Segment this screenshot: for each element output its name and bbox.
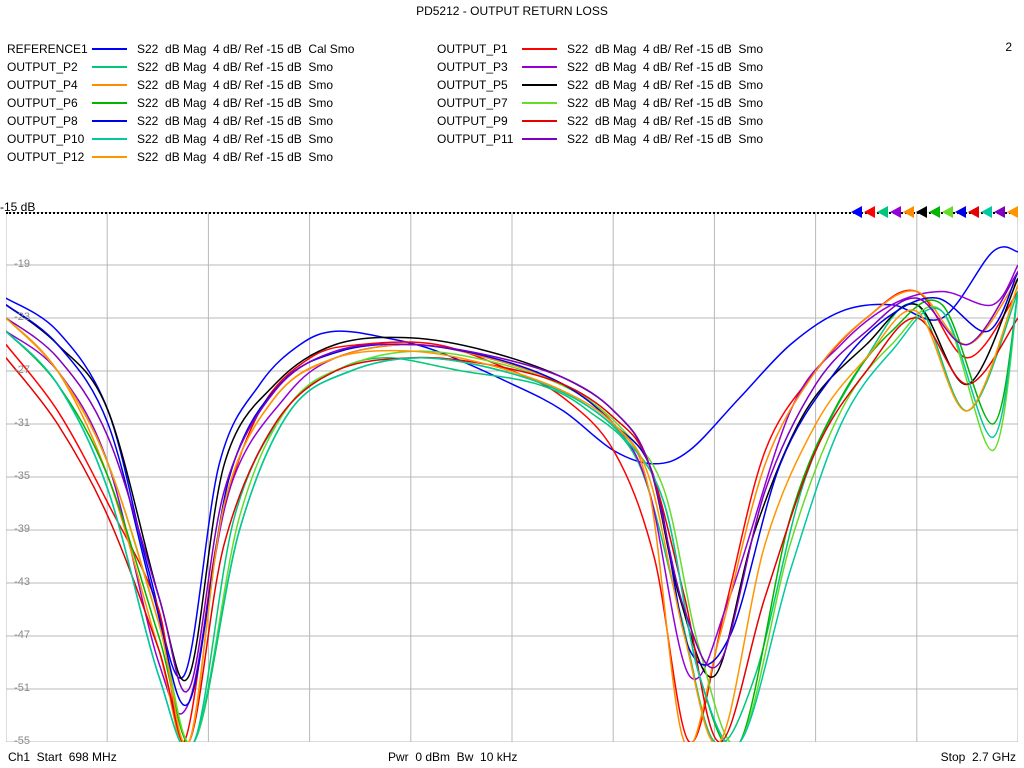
footer-start-freq: Ch1 Start 698 MHz — [8, 750, 388, 764]
legend-trace-name: OUTPUT_P7 — [437, 94, 522, 112]
legend-trace-name: OUTPUT_P5 — [437, 76, 522, 94]
chart-title: PD5212 - OUTPUT RETURN LOSS — [0, 4, 1024, 18]
y-tick-label: -43 — [0, 576, 30, 588]
y-tick-label: -51 — [0, 682, 30, 694]
footer-stop-freq: Stop 2.7 GHz — [768, 750, 1016, 764]
legend-swatch — [92, 120, 127, 123]
legend-swatch — [522, 48, 557, 51]
legend-trace-desc: S22 dB Mag 4 dB/ Ref -15 dB Smo — [137, 76, 333, 94]
y-tick-label: -19 — [0, 258, 30, 270]
legend-trace-desc: S22 dB Mag 4 dB/ Ref -15 dB Cal Smo — [137, 40, 354, 58]
legend-swatch — [522, 120, 557, 123]
y-tick-label: -35 — [0, 470, 30, 482]
footer-power-bw: Pwr 0 dBm Bw 10 kHz — [388, 750, 768, 764]
legend-extra-label: 2 — [1005, 40, 1012, 54]
legend-swatch — [522, 138, 557, 141]
legend-swatch — [522, 66, 557, 69]
legend-trace-desc: S22 dB Mag 4 dB/ Ref -15 dB Smo — [137, 112, 333, 130]
chart-footer: Ch1 Start 698 MHz Pwr 0 dBm Bw 10 kHz St… — [8, 750, 1016, 764]
y-tick-label: -23 — [0, 311, 30, 323]
legend-swatch — [522, 84, 557, 87]
y-tick-label: -39 — [0, 523, 30, 535]
legend-trace-desc: S22 dB Mag 4 dB/ Ref -15 dB Smo — [567, 94, 763, 112]
legend-trace-name: OUTPUT_P9 — [437, 112, 522, 130]
legend-trace-desc: S22 dB Mag 4 dB/ Ref -15 dB Smo — [137, 94, 333, 112]
legend-trace-name: OUTPUT_P11 — [437, 130, 522, 148]
legend-swatch — [92, 102, 127, 105]
legend-trace-name: OUTPUT_P10 — [7, 130, 92, 148]
legend-swatch — [92, 66, 127, 69]
legend-trace-desc: S22 dB Mag 4 dB/ Ref -15 dB Smo — [567, 40, 763, 58]
legend-swatch — [522, 102, 557, 105]
legend-trace-name: OUTPUT_P2 — [7, 58, 92, 76]
legend-trace-desc: S22 dB Mag 4 dB/ Ref -15 dB Smo — [137, 148, 333, 166]
trace-line — [6, 272, 1018, 706]
legend-trace-desc: S22 dB Mag 4 dB/ Ref -15 dB Smo — [567, 112, 763, 130]
legend-swatch — [92, 84, 127, 87]
y-tick-label: -55 — [0, 735, 30, 747]
y-tick-label: -27 — [0, 364, 30, 376]
legend-trace-name: OUTPUT_P4 — [7, 76, 92, 94]
legend-trace-name: OUTPUT_P6 — [7, 94, 92, 112]
legend-trace-name: REFERENCE1 — [7, 40, 92, 58]
legend-trace-name: OUTPUT_P3 — [437, 58, 522, 76]
legend-trace-desc: S22 dB Mag 4 dB/ Ref -15 dB Smo — [567, 130, 763, 148]
chart-traces — [6, 212, 1018, 742]
y-tick-label: -31 — [0, 417, 30, 429]
legend-trace-desc: S22 dB Mag 4 dB/ Ref -15 dB Smo — [137, 130, 333, 148]
legend-trace-desc: S22 dB Mag 4 dB/ Ref -15 dB Smo — [137, 58, 333, 76]
legend-trace-desc: S22 dB Mag 4 dB/ Ref -15 dB Smo — [567, 58, 763, 76]
trace-legend: REFERENCE1 S22 dB Mag 4 dB/ Ref -15 dB Ca… — [7, 40, 1017, 166]
chart-plot-area: -19-23-27-31-35-39-43-47-51-55 — [6, 212, 1018, 742]
legend-trace-name: OUTPUT_P8 — [7, 112, 92, 130]
legend-trace-desc: S22 dB Mag 4 dB/ Ref -15 dB Smo — [567, 76, 763, 94]
legend-swatch — [92, 48, 127, 51]
y-tick-label: -47 — [0, 629, 30, 641]
legend-trace-name: OUTPUT_P1 — [437, 40, 522, 58]
legend-swatch — [92, 156, 127, 159]
legend-trace-name: OUTPUT_P12 — [7, 148, 92, 166]
legend-swatch — [92, 138, 127, 141]
